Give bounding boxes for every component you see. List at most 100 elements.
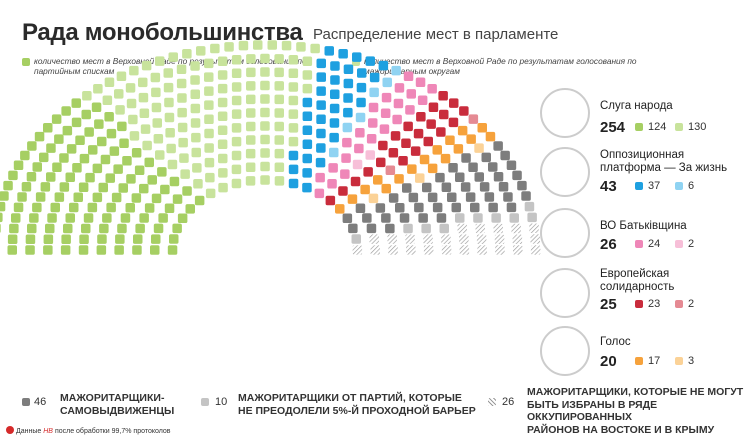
seat bbox=[477, 123, 487, 133]
seat bbox=[104, 112, 114, 122]
seat bbox=[231, 136, 242, 147]
seat bbox=[204, 86, 214, 96]
seat bbox=[231, 68, 242, 78]
seat bbox=[414, 202, 424, 213]
seat bbox=[204, 143, 214, 153]
seat bbox=[231, 150, 242, 161]
seat bbox=[142, 140, 152, 151]
seat bbox=[485, 131, 496, 142]
seat bbox=[155, 150, 165, 160]
seat bbox=[151, 234, 161, 244]
seat bbox=[8, 170, 18, 181]
seat bbox=[488, 162, 498, 172]
seat bbox=[274, 148, 285, 159]
seat bbox=[352, 52, 362, 62]
seat bbox=[373, 175, 383, 185]
minor-parties-label: мажоритарщики от партий, которые не прео… bbox=[238, 392, 476, 417]
seat bbox=[210, 43, 220, 54]
seat bbox=[98, 182, 108, 193]
seat bbox=[274, 67, 284, 78]
party-total: 254 bbox=[600, 119, 626, 136]
seat bbox=[139, 108, 150, 118]
seat bbox=[13, 160, 24, 170]
seat bbox=[191, 132, 201, 143]
seat bbox=[417, 95, 428, 105]
seat bbox=[151, 87, 161, 98]
seat bbox=[385, 165, 396, 175]
seat bbox=[0, 223, 1, 233]
minor-parties-line2: не преодолели 5%-й проходной барьер bbox=[238, 404, 476, 417]
minor-parties-count: 10 bbox=[215, 396, 228, 408]
seat bbox=[288, 136, 299, 147]
seat bbox=[138, 77, 148, 88]
seat bbox=[362, 213, 372, 223]
seat bbox=[441, 245, 452, 255]
seat bbox=[342, 137, 352, 148]
party-european-solidarity: Европейская солидарность 25 23 2 bbox=[540, 268, 740, 324]
self-nominated-line2: самовыдвиженцы bbox=[60, 404, 175, 417]
seat bbox=[78, 182, 89, 192]
seat bbox=[99, 223, 109, 234]
seat bbox=[459, 245, 470, 255]
party-total: 26 bbox=[600, 236, 617, 253]
seat bbox=[260, 94, 270, 104]
district-seats-swatch bbox=[675, 240, 683, 248]
district-seats-count: 130 bbox=[688, 121, 707, 133]
district-seats-count: 2 bbox=[688, 298, 695, 310]
seat bbox=[46, 143, 56, 153]
seat bbox=[451, 202, 461, 213]
party-total: 25 bbox=[600, 296, 617, 313]
seat bbox=[153, 134, 164, 144]
seat bbox=[204, 72, 214, 82]
occupied-line3: районов на востоке и в Крыму bbox=[527, 423, 715, 436]
occupied-territories-swatch bbox=[488, 398, 496, 406]
list-seats-swatch bbox=[635, 300, 643, 308]
seat bbox=[179, 153, 189, 163]
seat bbox=[435, 172, 445, 183]
seat bbox=[131, 193, 142, 203]
seat bbox=[457, 223, 467, 234]
seat bbox=[153, 223, 164, 234]
seat bbox=[25, 245, 35, 255]
seat bbox=[495, 245, 505, 255]
district-seats-swatch bbox=[675, 300, 683, 308]
seat bbox=[260, 53, 270, 64]
seat bbox=[368, 102, 379, 113]
seat bbox=[408, 192, 419, 203]
seat bbox=[324, 46, 334, 56]
seat bbox=[342, 122, 353, 133]
occupied-territories-count: 26 bbox=[502, 396, 515, 408]
seat bbox=[65, 172, 75, 182]
seat bbox=[351, 234, 361, 244]
seat bbox=[428, 102, 439, 112]
seat bbox=[66, 144, 77, 154]
seat bbox=[388, 193, 399, 203]
seat bbox=[327, 179, 337, 189]
seat bbox=[302, 153, 312, 164]
seat bbox=[26, 172, 37, 182]
seat bbox=[0, 212, 3, 223]
seat bbox=[40, 182, 51, 192]
seat bbox=[530, 234, 540, 244]
district-seats-count: 2 bbox=[688, 238, 695, 250]
seat bbox=[455, 172, 465, 182]
seat bbox=[113, 164, 123, 174]
district-seats-swatch bbox=[675, 123, 683, 131]
seat bbox=[493, 223, 503, 234]
seat bbox=[391, 65, 401, 76]
district-seats-swatch bbox=[675, 357, 683, 365]
seat bbox=[382, 77, 392, 88]
legend-district-swatch bbox=[352, 58, 360, 66]
seat bbox=[378, 140, 388, 151]
seat bbox=[109, 146, 120, 156]
seat bbox=[140, 124, 151, 134]
seat bbox=[343, 93, 353, 103]
seat bbox=[432, 145, 442, 155]
seat bbox=[375, 203, 386, 213]
seat bbox=[185, 204, 195, 214]
seat bbox=[423, 136, 433, 147]
seat bbox=[274, 94, 284, 105]
seat bbox=[34, 131, 45, 142]
list-seats-count: 23 bbox=[648, 298, 661, 310]
person-portrait-icon bbox=[540, 326, 590, 376]
